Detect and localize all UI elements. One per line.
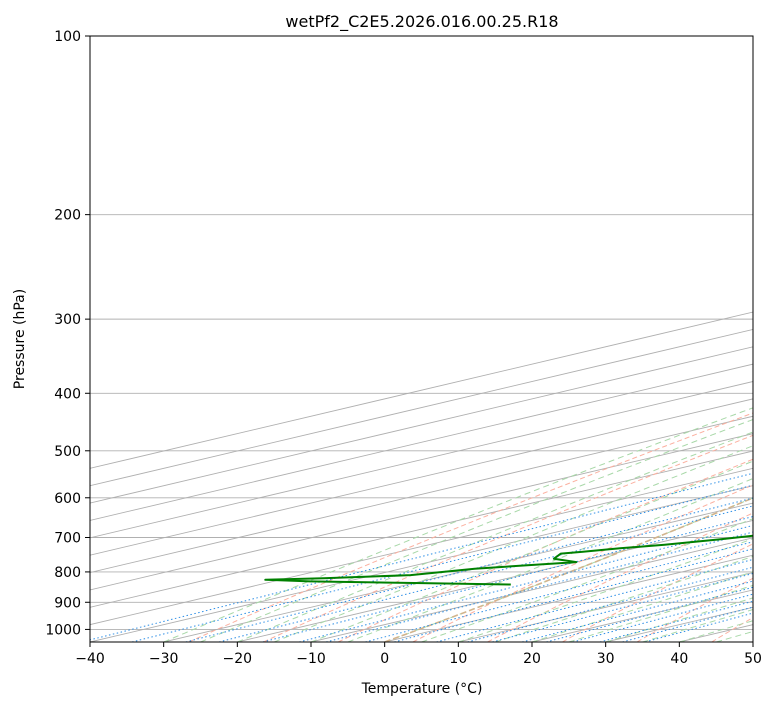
isotherm-line (679, 624, 753, 642)
isotherm-line (90, 381, 753, 539)
y-tick-label: 500 (54, 444, 81, 460)
isotherm-line (90, 328, 753, 487)
isotherm-line (90, 415, 753, 573)
isotherm-line (90, 450, 753, 608)
dry-adiabat-line (487, 512, 753, 642)
y-axis-label: Pressure (hPa) (12, 289, 28, 389)
moist-adiabat-line (274, 445, 753, 642)
dewpoint-line (264, 534, 753, 586)
freezing-adiabat-line (384, 497, 753, 642)
moist-adiabat-line (163, 407, 753, 642)
moist-adiabat-line (716, 630, 753, 642)
moist-adiabat-line (568, 584, 753, 642)
y-tick-label: 900 (54, 595, 81, 611)
x-tick-label: −30 (149, 651, 179, 667)
dry-adiabat-line (188, 412, 753, 642)
moist-adiabat-line (642, 609, 753, 642)
moist-adiabat-line (421, 518, 753, 642)
x-tick-label: 50 (744, 651, 762, 667)
x-tick-label: −40 (75, 651, 105, 667)
mixing-ratio-line (572, 593, 753, 642)
moist-adiabat-line (384, 497, 753, 642)
moist-adiabat-line (679, 620, 753, 642)
y-tick-label: 200 (54, 208, 81, 224)
moist-adiabat-line (531, 571, 753, 642)
isotherm-line (90, 311, 753, 469)
mixing-ratio-line (131, 484, 753, 642)
plot-frame (89, 35, 754, 643)
y-tick-label: 600 (54, 491, 81, 507)
profile-lines (264, 534, 753, 586)
isotherm-line (237, 519, 753, 642)
moist-adiabat-line (237, 431, 753, 642)
x-tick-label: −20 (223, 651, 253, 667)
mixing-ratio-line (467, 566, 753, 642)
y-tick-label: 1000 (45, 622, 81, 638)
dry-adiabat-line (337, 458, 753, 642)
y-tick-label: 300 (54, 312, 81, 328)
mixing-ratio-line (492, 572, 753, 642)
isotherm-line (90, 485, 753, 642)
y-tick-label: 100 (54, 29, 81, 45)
mixing-ratio-line (90, 472, 753, 641)
mixing-ratio-line (218, 505, 753, 642)
x-axis-label: Temperature (°C) (361, 681, 483, 697)
mixing-ratio-line (645, 612, 753, 642)
y-tick-label: 700 (54, 531, 81, 547)
moist-adiabat-line (495, 555, 753, 642)
isotherm-line (90, 433, 753, 591)
moist-adiabat-line (458, 538, 753, 642)
x-tick-label: 20 (523, 651, 541, 667)
isotherm-line (90, 398, 753, 556)
moist-adiabat-line (347, 477, 753, 642)
x-tick-label: 0 (380, 651, 389, 667)
isotherm-line (90, 467, 753, 626)
mixing-ratio-line (365, 541, 753, 642)
y-tick-label: 800 (54, 565, 81, 581)
axes: −40 −30 −20 −10 0 10 20 30 40 50 100 200 300 400 500 60… (45, 29, 762, 667)
isotherm-line (310, 537, 753, 642)
x-tick-label: 40 (670, 651, 688, 667)
background-lines (90, 36, 753, 642)
dry-adiabat-line (562, 543, 753, 642)
dry-adiabat-line (636, 577, 753, 642)
mixing-ratio-line (436, 558, 753, 642)
y-tick-label: 400 (54, 386, 81, 402)
x-tick-label: 30 (597, 651, 615, 667)
moist-adiabat-line (310, 460, 753, 642)
isotherm-line (752, 641, 753, 642)
moist-adiabat-line (200, 418, 753, 642)
isotherm-line (90, 363, 753, 521)
x-tick-label: 10 (449, 651, 467, 667)
isotherm-line (605, 606, 753, 642)
isotherm-line (531, 589, 753, 642)
isotherm-line (163, 502, 753, 642)
mixing-ratio-line (521, 580, 753, 642)
x-tick-label: −10 (296, 651, 326, 667)
dry-adiabat-line (412, 484, 753, 642)
chart-title: wetPf2_C2E5.2026.016.00.25.R18 (285, 12, 558, 32)
isotherm-line (90, 346, 753, 504)
